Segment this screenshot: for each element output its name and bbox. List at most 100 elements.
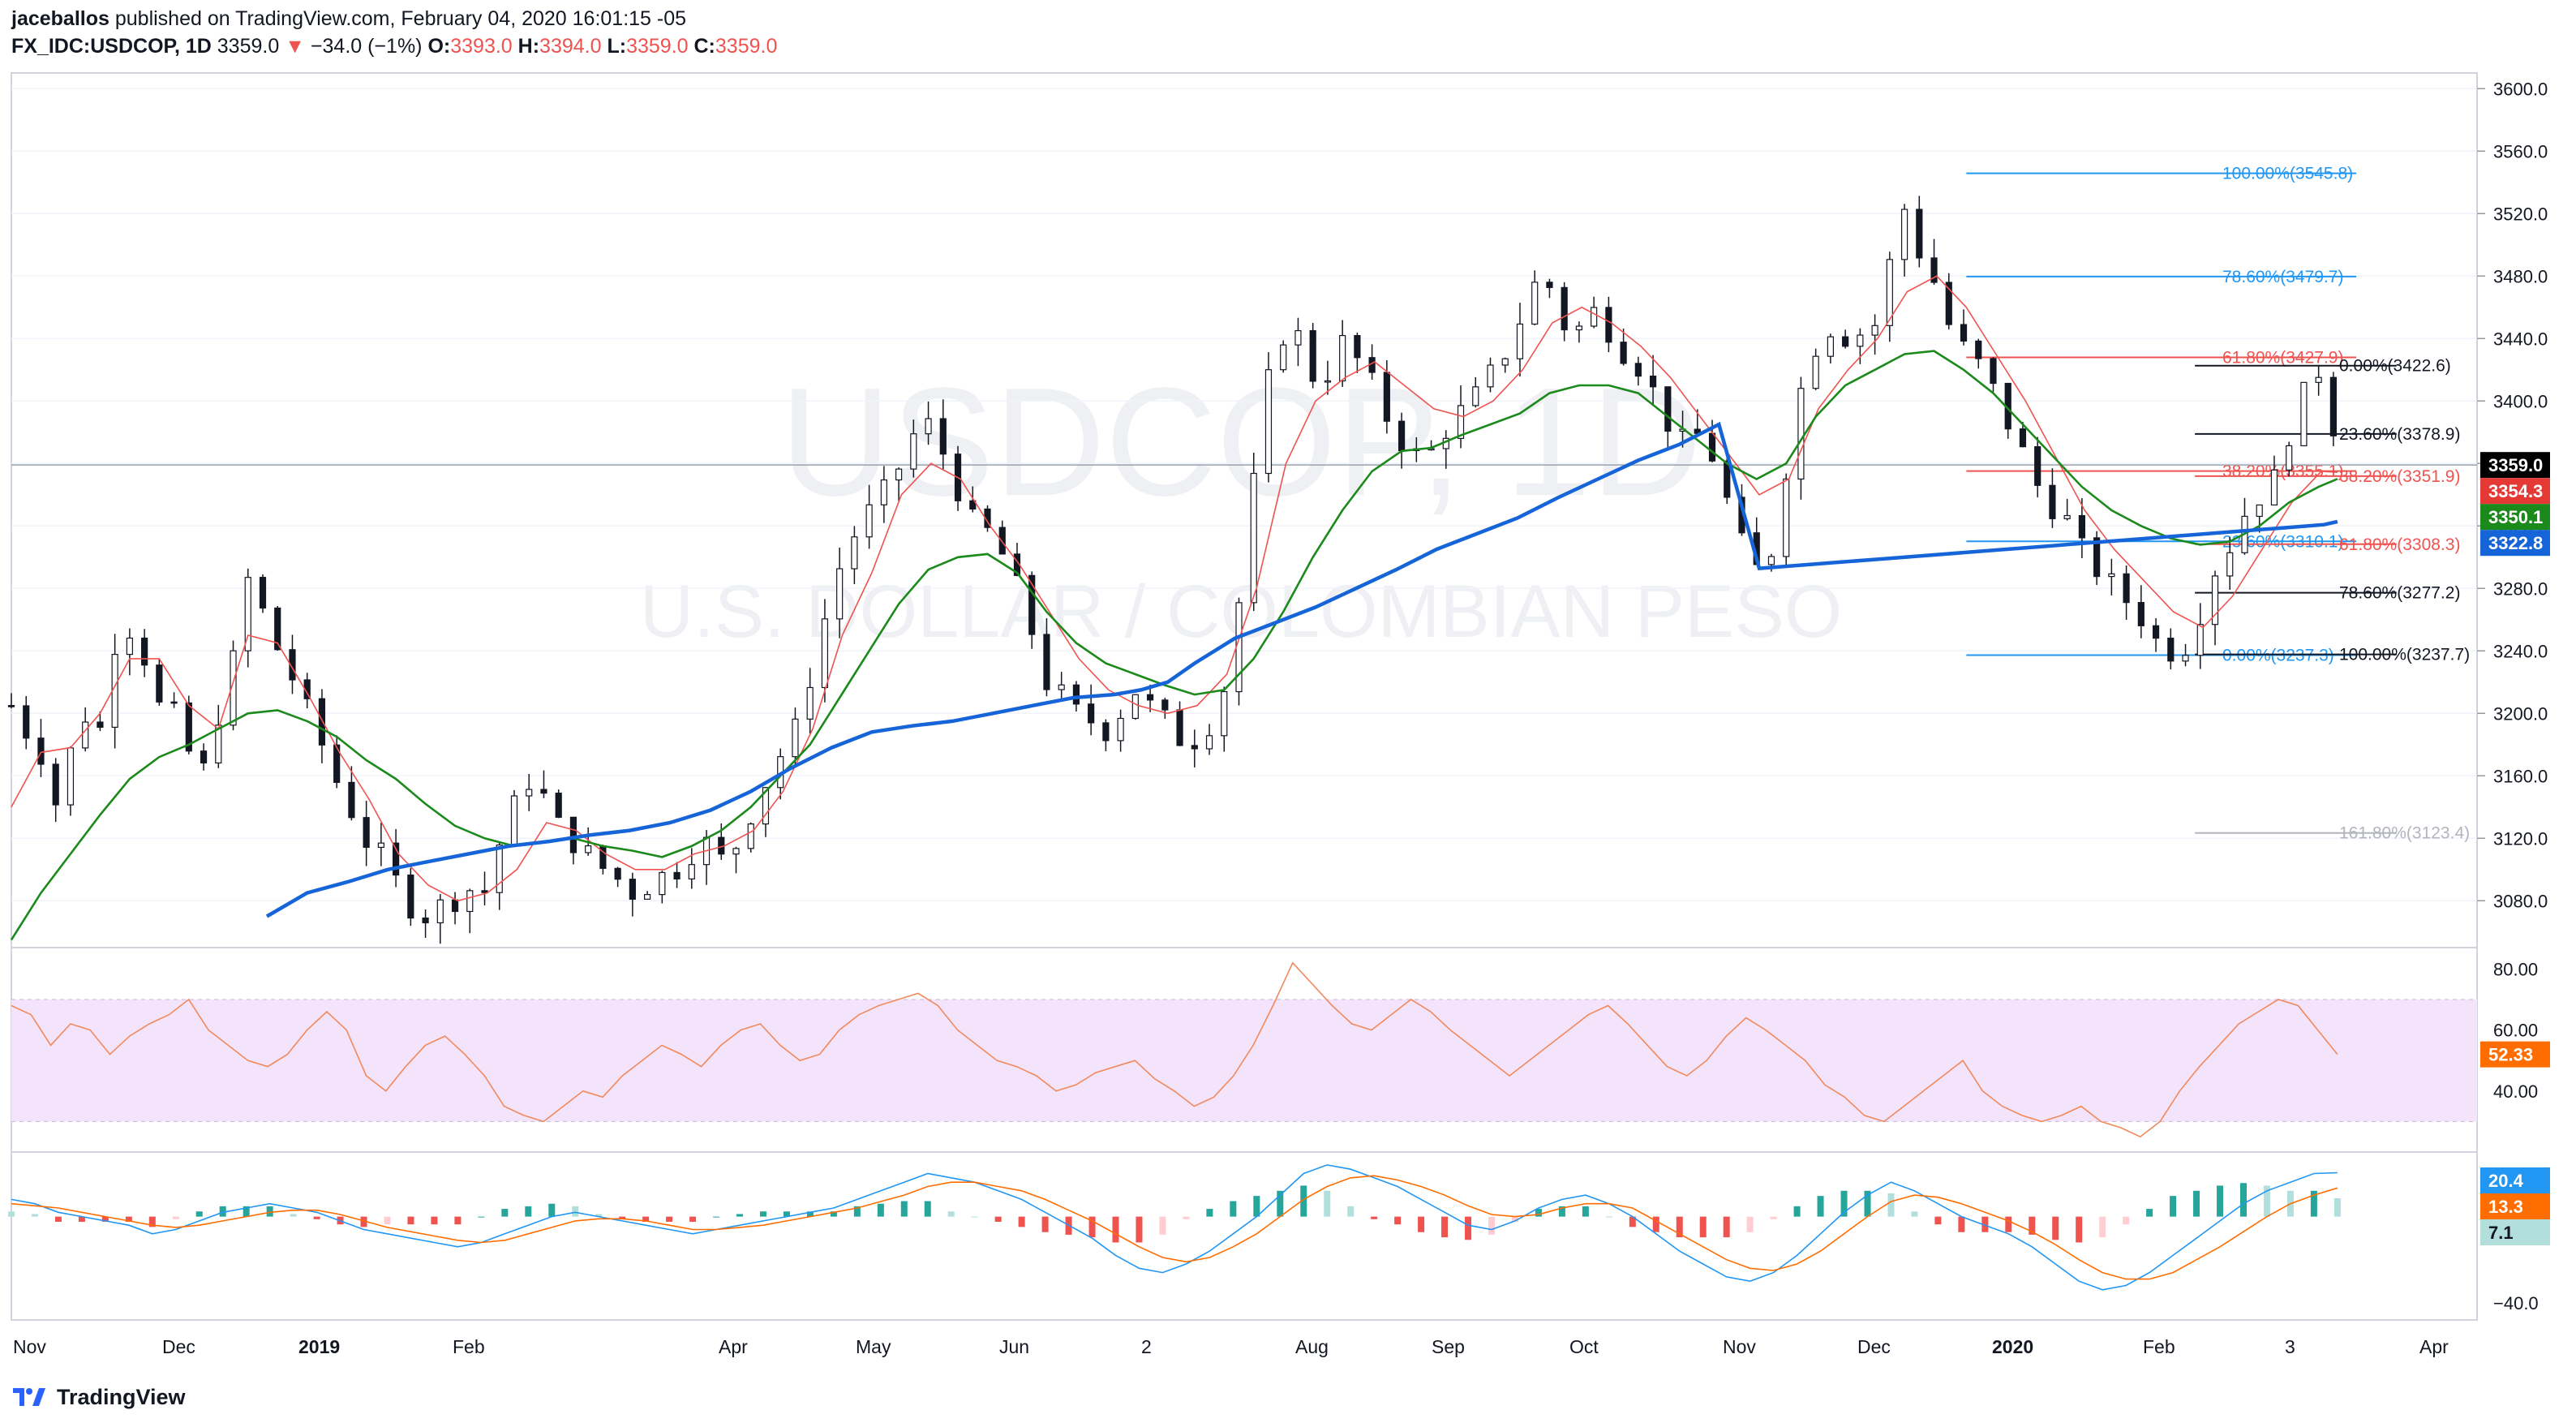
candle-body <box>1724 460 1731 498</box>
time-axis-label: Apr <box>719 1336 748 1357</box>
candle <box>1591 296 1598 329</box>
candle-body <box>1605 307 1612 343</box>
brand-name[interactable]: TradingView <box>57 1384 186 1409</box>
fib-level-label: 38.20%(3351.9) <box>2339 467 2460 486</box>
candle <box>1176 701 1183 746</box>
macd-tick-label: −40.0 <box>2493 1293 2539 1313</box>
price-badge-bg <box>2480 504 2550 531</box>
candle <box>436 894 444 944</box>
price-tick-label: 3440.0 <box>2493 329 2548 349</box>
macd-histogram-bar <box>2333 1198 2341 1217</box>
candle-body <box>1235 602 1243 693</box>
candle <box>762 786 770 837</box>
tradingview-logo-icon[interactable] <box>11 1385 49 1409</box>
candle <box>806 668 814 734</box>
candle-body <box>2226 552 2234 577</box>
fib-level-label: 0.00%(3237.3) <box>2222 646 2334 664</box>
price-badge: 3354.3 <box>2480 478 2550 505</box>
candle <box>2241 497 2248 555</box>
chart-canvas[interactable]: USDCOP, 1D U.S. DOLLAR / COLOMBIAN PESO … <box>0 65 2576 1379</box>
candle <box>1871 314 1878 355</box>
candle <box>939 399 947 471</box>
candle <box>37 719 45 777</box>
watermark-symbol: USDCOP, 1D <box>780 356 1702 528</box>
macd-histogram-bar <box>1112 1216 1119 1243</box>
moving-averages <box>10 275 2338 941</box>
macd-histogram-bar <box>1793 1206 1801 1217</box>
macd-histogram-bar <box>783 1211 790 1217</box>
candle-body <box>1294 329 1302 346</box>
ema-mid-line <box>10 350 2338 941</box>
macd-histogram-bar <box>266 1206 273 1217</box>
candle-body <box>1146 694 1154 701</box>
candle-body <box>1250 472 1257 604</box>
candle <box>1501 357 1509 373</box>
candle-body <box>599 845 607 869</box>
candle <box>1324 360 1332 395</box>
macd-histogram-bar <box>431 1216 438 1225</box>
candle-body <box>1857 334 1864 347</box>
macd-histogram-bar <box>384 1216 391 1225</box>
candle <box>1649 355 1657 406</box>
candle-body <box>2063 514 2071 519</box>
macd-badge-label: 20.4 <box>2488 1171 2524 1191</box>
candle-body <box>1487 364 1494 388</box>
candle-body <box>1783 478 1790 557</box>
macd-histogram-bar <box>1723 1216 1730 1238</box>
candle <box>377 823 384 866</box>
candle <box>1280 340 1287 373</box>
macd-histogram-bar <box>1159 1216 1166 1235</box>
price-badge: 3350.1 <box>2480 504 2550 531</box>
author-name[interactable]: jaceballos <box>11 7 109 30</box>
price-tick-label: 3160.0 <box>2493 766 2548 786</box>
candle <box>792 707 799 767</box>
candle-body <box>1058 684 1065 690</box>
candle-body <box>2300 381 2308 447</box>
candle <box>747 822 754 853</box>
candle-body <box>318 698 326 746</box>
macd-histogram-bar <box>1699 1216 1707 1238</box>
candle <box>170 692 178 708</box>
candle-body <box>688 864 695 879</box>
macd-histogram-bar <box>1981 1216 1989 1232</box>
macd-badge-label: 13.3 <box>2488 1197 2523 1217</box>
candle-body <box>451 899 459 913</box>
macd-histogram-bar <box>1887 1193 1895 1217</box>
macd-histogram-bar <box>1418 1216 1425 1232</box>
macd-histogram-bar <box>1136 1216 1143 1243</box>
rsi-line <box>11 961 2338 1138</box>
candle <box>2196 603 2204 669</box>
rsi-badge-bg <box>2480 1041 2550 1068</box>
candle-body <box>37 737 45 765</box>
candle-body <box>1472 386 1479 406</box>
candle <box>644 891 651 900</box>
macd-histogram-bar <box>1582 1206 1589 1217</box>
macd-histogram-bar <box>595 1214 603 1217</box>
candle <box>1339 320 1346 387</box>
candle <box>230 640 237 731</box>
candle <box>836 547 844 638</box>
candle <box>1264 352 1273 483</box>
candle-body <box>156 664 163 703</box>
candle <box>2063 498 2071 521</box>
candle <box>1664 386 1672 450</box>
candle <box>569 816 577 865</box>
macd-histogram-bar <box>619 1216 626 1219</box>
candle-body <box>2078 514 2085 539</box>
time-axis-label: May <box>856 1336 891 1357</box>
candles <box>7 196 2337 944</box>
candle-body <box>141 637 148 666</box>
symbol-label[interactable]: FX_IDC:USDCOP, 1D <box>11 35 212 58</box>
candle-body <box>1900 209 1908 260</box>
candle-body <box>333 744 341 783</box>
macd-histogram-bar <box>1324 1190 1331 1217</box>
candle <box>2329 372 2337 447</box>
candle-body <box>1649 375 1657 388</box>
candle-body <box>436 899 444 924</box>
candle-body <box>2329 376 2337 436</box>
candle <box>599 845 607 875</box>
macd-histogram-bar <box>1934 1216 1942 1225</box>
price-tick-label: 3600.0 <box>2493 79 2548 99</box>
candle-body <box>895 468 903 481</box>
macd-histogram-bar <box>1511 1216 1518 1222</box>
